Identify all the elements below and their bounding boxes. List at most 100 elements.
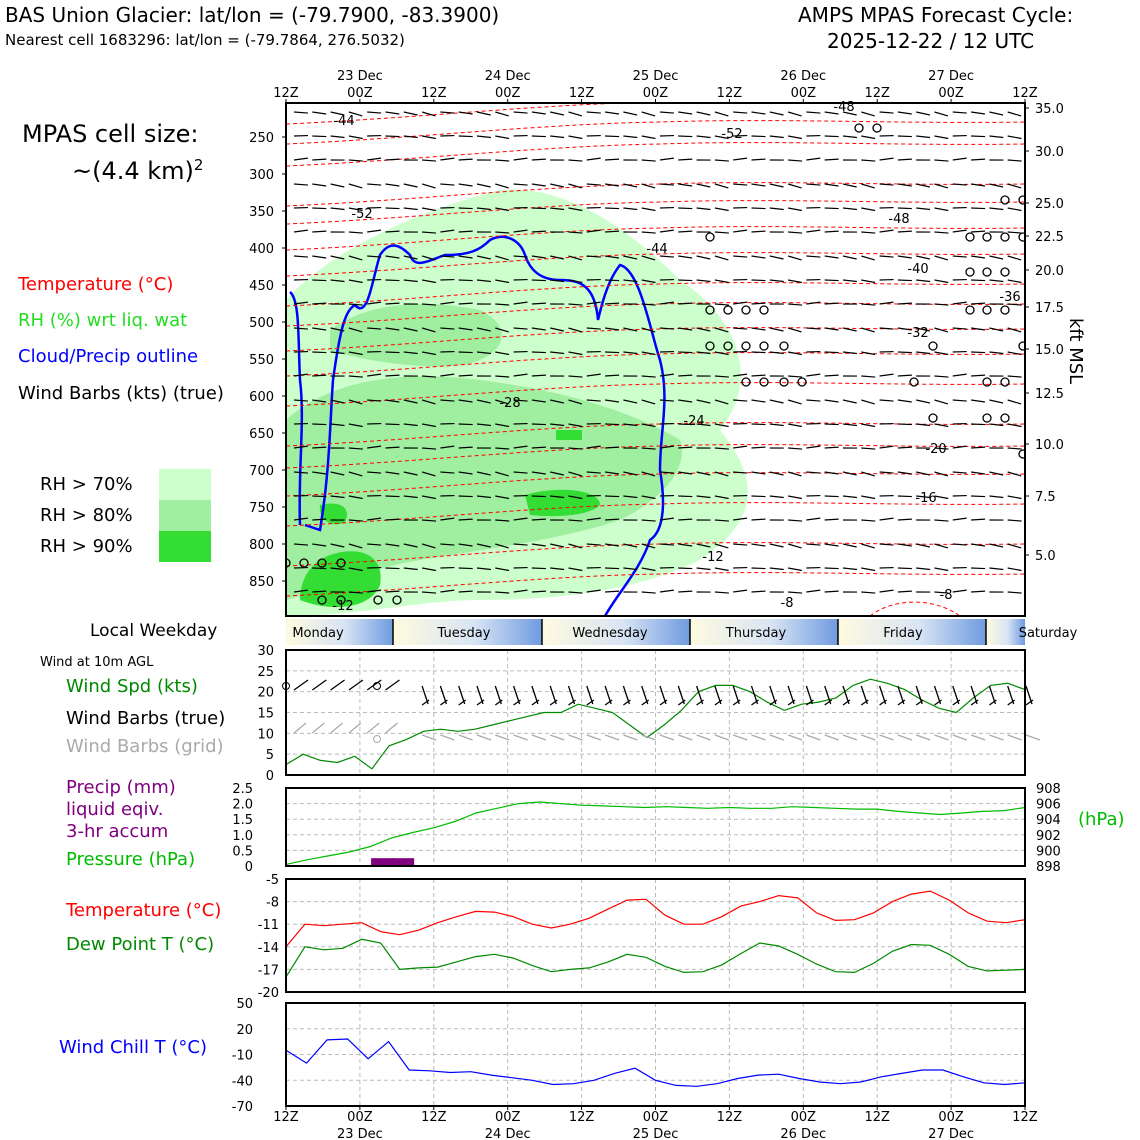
wind-barb xyxy=(861,303,876,306)
legend-temperature: Temperature (°C) xyxy=(18,274,174,295)
wind-barb xyxy=(769,399,784,404)
wind-barb xyxy=(714,495,729,500)
wind-barb xyxy=(678,135,693,138)
pressure-ytick-label: 906 xyxy=(1036,798,1061,813)
wind-barb xyxy=(678,399,693,403)
calm-wind-circle xyxy=(965,232,975,242)
wind-barb xyxy=(513,301,528,305)
temperature-contour xyxy=(286,472,1025,497)
barb-true-flag xyxy=(732,699,741,706)
wind-barb xyxy=(513,183,528,186)
calm-wind-circle xyxy=(1018,232,1025,242)
wind-barb xyxy=(751,590,766,593)
legend-rh70: RH > 70% xyxy=(40,474,133,495)
wind-barb xyxy=(440,301,455,305)
wind-barb xyxy=(806,543,821,546)
bottom-hour-tick: 00Z xyxy=(791,1110,817,1125)
wind-barb xyxy=(458,230,473,233)
bottom-hour-tick: 12Z xyxy=(273,1110,299,1125)
wind-barb xyxy=(458,518,473,521)
wind-barb xyxy=(586,157,601,161)
wind-barb xyxy=(348,231,363,234)
wind-barb xyxy=(897,230,912,233)
top-hour-tick: 00Z xyxy=(938,86,964,101)
barb-grid xyxy=(293,722,307,734)
wind-barb xyxy=(714,591,729,594)
barb-grid xyxy=(970,734,986,741)
barb-true xyxy=(293,679,309,691)
windchill-ytick-label: -10 xyxy=(232,1049,253,1064)
wind-barb xyxy=(293,471,309,474)
temperature-label: -52 xyxy=(351,207,372,222)
wind-barb xyxy=(641,183,656,189)
wind-barb xyxy=(842,471,857,476)
wind-barb xyxy=(842,279,857,283)
wind-barb xyxy=(348,303,363,306)
wind-barb xyxy=(751,423,766,426)
pressure-ytick-label: 908 xyxy=(1036,782,1061,797)
barb-true-flag xyxy=(806,699,814,706)
wind-barb xyxy=(1026,374,1040,376)
barb-grid xyxy=(678,734,693,741)
wind-barb xyxy=(550,543,565,548)
wind-barb xyxy=(641,159,656,162)
wind-barb xyxy=(934,375,949,378)
wind-barb xyxy=(1007,183,1022,189)
wind-barb xyxy=(531,518,546,521)
wind-barb xyxy=(989,327,1004,332)
wind-barb xyxy=(367,399,382,402)
wind-barb xyxy=(458,135,473,138)
wind-barb xyxy=(385,183,400,187)
wind-barb xyxy=(293,255,309,258)
wind-barb xyxy=(787,183,802,189)
wind-barb xyxy=(788,231,803,234)
wind-ytick-label: 20 xyxy=(257,686,274,701)
cloud-outline xyxy=(289,235,666,616)
barb-grid xyxy=(915,734,931,741)
wind-barb xyxy=(861,231,876,234)
barb-grid xyxy=(659,734,675,741)
barb-true-flag xyxy=(824,699,833,706)
wind-barb xyxy=(916,327,931,332)
wind-barb xyxy=(1026,184,1040,185)
wind-barb xyxy=(458,302,473,305)
calm-wind-circle xyxy=(299,558,309,568)
calm-wind-circle xyxy=(1018,195,1025,205)
wind-barb xyxy=(367,301,382,305)
wind-barb xyxy=(714,303,729,306)
wind-barb xyxy=(971,567,986,570)
wind-barb xyxy=(458,279,473,282)
legend-swatch-rh70 xyxy=(159,469,211,500)
calm-wind-circle xyxy=(909,377,919,387)
temperature-contour xyxy=(286,252,1025,277)
barb-true-flag xyxy=(1025,699,1034,706)
wind-barb xyxy=(495,183,509,189)
wind-barb xyxy=(403,399,418,404)
wind-barb xyxy=(513,589,528,593)
wind-barb xyxy=(495,303,510,306)
wind-barb xyxy=(806,517,821,521)
wind-barb xyxy=(586,399,601,402)
barb-true-flag xyxy=(714,699,723,706)
wind-barb xyxy=(879,327,894,330)
wind-barb xyxy=(641,567,656,572)
wind-barb xyxy=(641,111,656,117)
wind-barb xyxy=(861,471,875,477)
top-hour-tick: 00Z xyxy=(347,86,373,101)
wind-barb xyxy=(312,255,327,259)
wind-barb xyxy=(824,158,839,161)
wind-barb xyxy=(348,591,363,594)
wind-barb xyxy=(769,567,784,571)
pressure-tick-label: 300 xyxy=(249,168,274,183)
title-left: BAS Union Glacier: lat/lon = (-79.7900, … xyxy=(5,3,500,27)
wind-barb xyxy=(659,399,675,402)
precip-label-2: liquid eqiv. xyxy=(66,799,164,820)
legend-swatch-rh90 xyxy=(159,531,211,562)
wind-barb xyxy=(385,446,400,449)
wind-barb xyxy=(751,279,766,282)
wind-barb xyxy=(312,374,327,377)
wind-barb xyxy=(641,279,656,284)
wind-barb xyxy=(568,447,583,450)
barb-grid xyxy=(549,734,565,741)
